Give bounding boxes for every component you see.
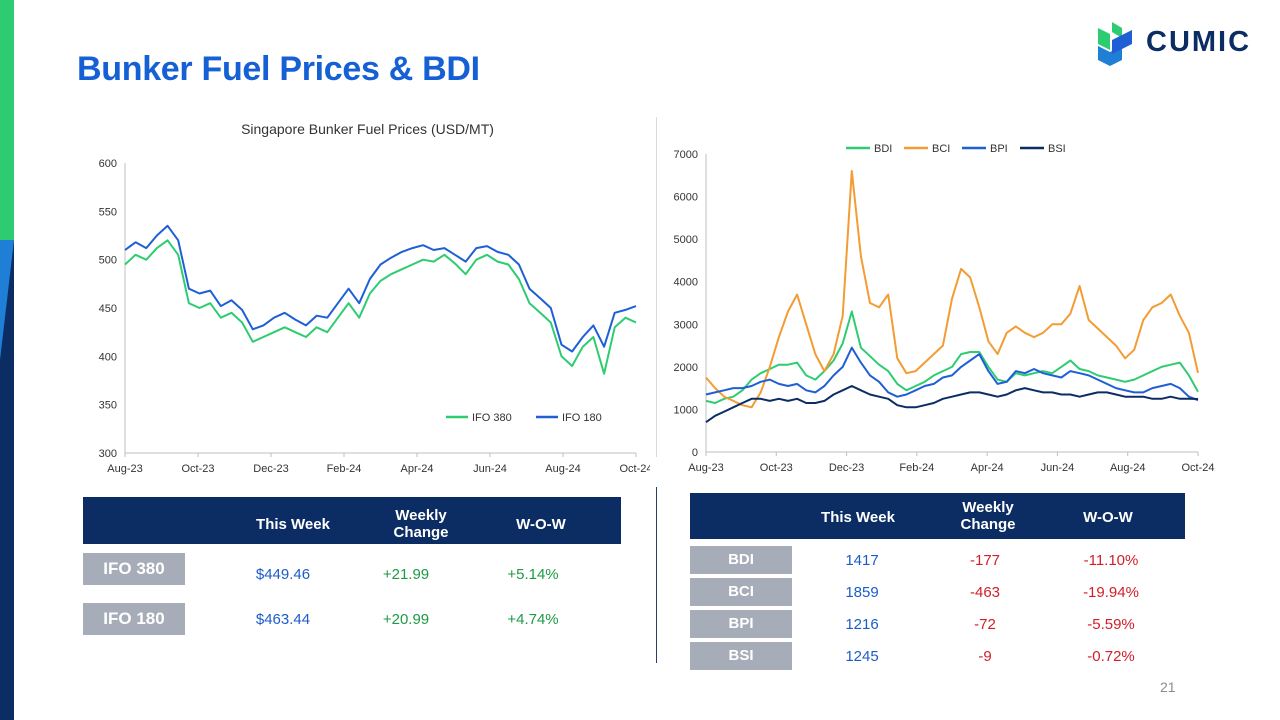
x-tick-label: Jun-24	[473, 463, 507, 475]
x-tick-label: Apr-24	[971, 462, 1004, 474]
y-tick-label: 450	[99, 303, 117, 315]
bdi-chart: 0 1000 2000 3000 4000 5000 6000 7000 Aug-23 Oct-2…	[674, 143, 1215, 474]
y-tick-label: 5000	[674, 234, 698, 246]
index-bci-weekly-change: -463	[969, 584, 1001, 601]
x-tick-label: Oct-24	[619, 463, 650, 475]
y-tick-label: 1000	[674, 404, 698, 416]
fuel-ifo180-this-week: $463.44	[255, 611, 311, 628]
y-tick-label: 350	[99, 400, 117, 412]
legend-label: BDI	[874, 143, 892, 155]
index-bci-this-week: 1859	[845, 584, 879, 601]
x-tick-label: Feb-24	[327, 463, 362, 475]
index-row-label-bsi: BSI	[690, 642, 792, 670]
index-bdi-this-week: 1417	[845, 552, 879, 569]
fuel-ifo380-this-week: $449.46	[255, 566, 311, 583]
fuel-header-weekly-change: Weekly Change	[393, 507, 449, 541]
legend-label: BPI	[990, 143, 1008, 155]
y-tick-label: 300	[99, 448, 117, 460]
fuel-ifo180-weekly-change: +20.99	[382, 611, 430, 628]
legend-label: BCI	[932, 143, 950, 155]
y-tick-label: 0	[692, 447, 698, 459]
fuel-header-this-week: This Week	[256, 516, 330, 533]
y-tick-label: 500	[99, 255, 117, 267]
index-row-label-bdi: BDI	[690, 546, 792, 574]
y-tick-label: 400	[99, 351, 117, 363]
series-line-bdi	[705, 310, 1199, 404]
cumic-logo-icon	[1098, 22, 1132, 66]
fuel-ifo180-wow: +4.74%	[507, 611, 559, 628]
fuel-ifo380-weekly-change: +21.99	[382, 566, 430, 583]
index-bpi-wow: -5.59%	[1087, 616, 1135, 633]
x-tick-label: Dec-23	[829, 462, 864, 474]
series-line-bci	[705, 170, 1199, 409]
x-tick-label: Apr-24	[400, 463, 433, 475]
fuel-table-header: This Week Weekly Change W-O-W	[83, 497, 621, 544]
x-tick-label: Oct-23	[760, 462, 793, 474]
y-tick-label: 550	[99, 206, 117, 218]
legend-label: BSI	[1048, 143, 1066, 155]
y-tick-label: 4000	[674, 277, 698, 289]
x-tick-label: Aug-24	[545, 463, 580, 475]
y-tick-label: 600	[99, 158, 117, 170]
index-row-label-bpi: BPI	[690, 610, 792, 638]
x-tick-label: Oct-24	[1181, 462, 1214, 474]
fuel-row-label-ifo380: IFO 380	[83, 553, 185, 585]
x-tick-label: Jun-24	[1041, 462, 1075, 474]
page-number: 21	[1160, 679, 1176, 695]
series-line-bpi	[705, 346, 1199, 402]
legend-label: IFO 380	[472, 412, 512, 424]
index-bpi-this-week: 1216	[845, 616, 879, 633]
y-tick-label: 6000	[674, 192, 698, 204]
index-row-label-bci: BCI	[690, 578, 792, 606]
index-bdi-weekly-change: -177	[969, 552, 1001, 569]
x-tick-label: Aug-23	[107, 463, 142, 475]
y-tick-label: 7000	[674, 149, 698, 161]
series-line-ifo-180	[124, 224, 637, 353]
fuel-price-chart: 300 350 400 450 500 550 600 Aug-23 Oct-23 Dec-23 F…	[99, 158, 650, 475]
x-tick-label: Aug-24	[1110, 462, 1145, 474]
index-bpi-weekly-change: -72	[974, 616, 996, 633]
chart-separator	[656, 117, 657, 457]
series-line-bsi	[705, 385, 1199, 424]
fuel-header-wow: W-O-W	[516, 516, 566, 533]
y-tick-label: 2000	[674, 362, 698, 374]
fuel-row-label-ifo180: IFO 180	[83, 603, 185, 635]
index-bsi-wow: -0.72%	[1087, 648, 1135, 665]
index-table-header: This Week Weekly Change W-O-W	[690, 493, 1185, 539]
fuel-chart-title: Singapore Bunker Fuel Prices (USD/MT)	[241, 121, 494, 137]
y-tick-label: 3000	[674, 319, 698, 331]
x-tick-label: Feb-24	[899, 462, 934, 474]
index-bdi-wow: -11.10%	[1083, 552, 1139, 569]
index-bsi-this-week: 1245	[845, 648, 879, 665]
left-accent-stripe	[0, 0, 14, 720]
x-tick-label: Oct-23	[181, 463, 214, 475]
x-tick-label: Aug-23	[688, 462, 723, 474]
page-title: Bunker Fuel Prices & BDI	[77, 50, 480, 88]
fuel-ifo380-wow: +5.14%	[507, 566, 559, 583]
index-header-this-week: This Week	[821, 509, 895, 526]
index-bci-wow: -19.94%	[1083, 584, 1139, 601]
index-header-weekly-change: Weekly Change	[960, 499, 1016, 533]
series-line-ifo-380	[124, 239, 637, 375]
index-header-wow: W-O-W	[1083, 509, 1133, 526]
index-bsi-weekly-change: -9	[978, 648, 992, 665]
logo-text: CUMIC	[1146, 26, 1252, 58]
legend-label: IFO 180	[562, 412, 602, 424]
table-divider	[656, 487, 657, 663]
x-tick-label: Dec-23	[253, 463, 288, 475]
